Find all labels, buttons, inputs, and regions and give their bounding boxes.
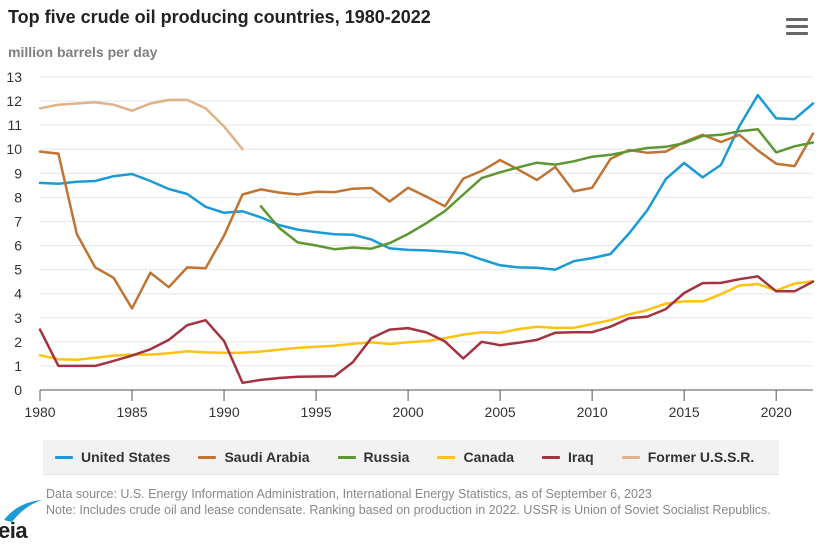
legend: United States Saudi Arabia Russia Canada… <box>43 440 779 475</box>
eia-logo[interactable]: eia <box>0 498 44 543</box>
eia-logo-swoosh-icon <box>4 500 42 522</box>
menu-bar <box>786 32 808 35</box>
x-tick-label: 2015 <box>669 404 700 420</box>
legend-swatch-former-ussr <box>621 455 640 459</box>
hamburger-menu-icon[interactable] <box>786 18 808 36</box>
y-tick-label: 6 <box>14 238 22 254</box>
legend-swatch-united-states <box>55 455 73 459</box>
x-axis: 1980 1985 1990 1995 2000 2005 2010 2015 2020 <box>24 389 813 420</box>
y-tick-label: 12 <box>6 93 22 109</box>
x-tick-label: 2020 <box>761 404 792 420</box>
footnote: Note: Includes crude oil and lease conde… <box>46 503 771 517</box>
legend-item-canada[interactable]: Canada <box>437 449 514 465</box>
y-tick-label: 3 <box>14 310 22 326</box>
x-tick-label: 2005 <box>485 404 516 420</box>
y-axis-units-label: million barrels per day <box>8 44 158 60</box>
series-lines <box>38 93 815 385</box>
legend-swatch-canada <box>437 455 456 459</box>
series-line-iraq[interactable] <box>38 275 815 385</box>
y-tick-label: 4 <box>14 286 22 302</box>
x-tick-label: 1980 <box>24 404 55 420</box>
y-tick-label: 8 <box>14 189 22 205</box>
legend-item-russia[interactable]: Russia <box>337 449 410 465</box>
legend-label: Canada <box>463 449 515 465</box>
legend-label: Saudi Arabia <box>224 449 310 465</box>
x-tick-label: 1995 <box>300 404 331 420</box>
y-tick-label: 2 <box>14 334 22 350</box>
data-source-note: Data source: U.S. Energy Information Adm… <box>46 487 652 501</box>
series-line-russia[interactable] <box>259 127 815 251</box>
gridlines <box>40 76 813 367</box>
legend-label: Russia <box>363 449 410 465</box>
y-tick-label: 9 <box>14 165 22 181</box>
eia-logo-text: eia <box>0 518 28 543</box>
y-tick-label: 0 <box>14 382 22 398</box>
legend-label: Former U.S.S.R. <box>647 449 755 465</box>
series-line-united-states[interactable] <box>38 93 815 271</box>
legend-item-saudi-arabia[interactable]: Saudi Arabia <box>198 449 310 465</box>
series-line-former-u-s-s-r[interactable] <box>38 98 244 151</box>
y-tick-label: 11 <box>7 117 22 133</box>
y-tick-label: 13 <box>6 69 22 85</box>
y-tick-label: 1 <box>14 358 22 374</box>
legend-item-iraq[interactable]: Iraq <box>542 449 594 465</box>
menu-bar <box>786 25 808 28</box>
y-tick-label: 10 <box>6 141 22 157</box>
chart-title: Top five crude oil producing countries, … <box>8 7 431 27</box>
legend-item-former-ussr[interactable]: Former U.S.S.R. <box>621 449 755 465</box>
x-tick-label: 2000 <box>393 404 424 420</box>
y-tick-label: 5 <box>14 262 22 278</box>
legend-item-united-states[interactable]: United States <box>55 449 170 465</box>
legend-swatch-saudi-arabia <box>198 455 217 459</box>
legend-swatch-russia <box>337 455 356 459</box>
legend-swatch-iraq <box>542 455 561 459</box>
legend-label: United States <box>81 449 171 465</box>
series-line-canada[interactable] <box>38 279 815 361</box>
x-tick-label: 1990 <box>208 404 239 420</box>
x-tick-label: 1985 <box>116 404 147 420</box>
chart-footer: Data source: U.S. Energy Information Adm… <box>46 486 826 518</box>
x-tick-label: 2010 <box>577 404 608 420</box>
y-tick-label: 7 <box>14 213 22 229</box>
legend-label: Iraq <box>568 449 594 465</box>
menu-bar <box>786 18 808 21</box>
